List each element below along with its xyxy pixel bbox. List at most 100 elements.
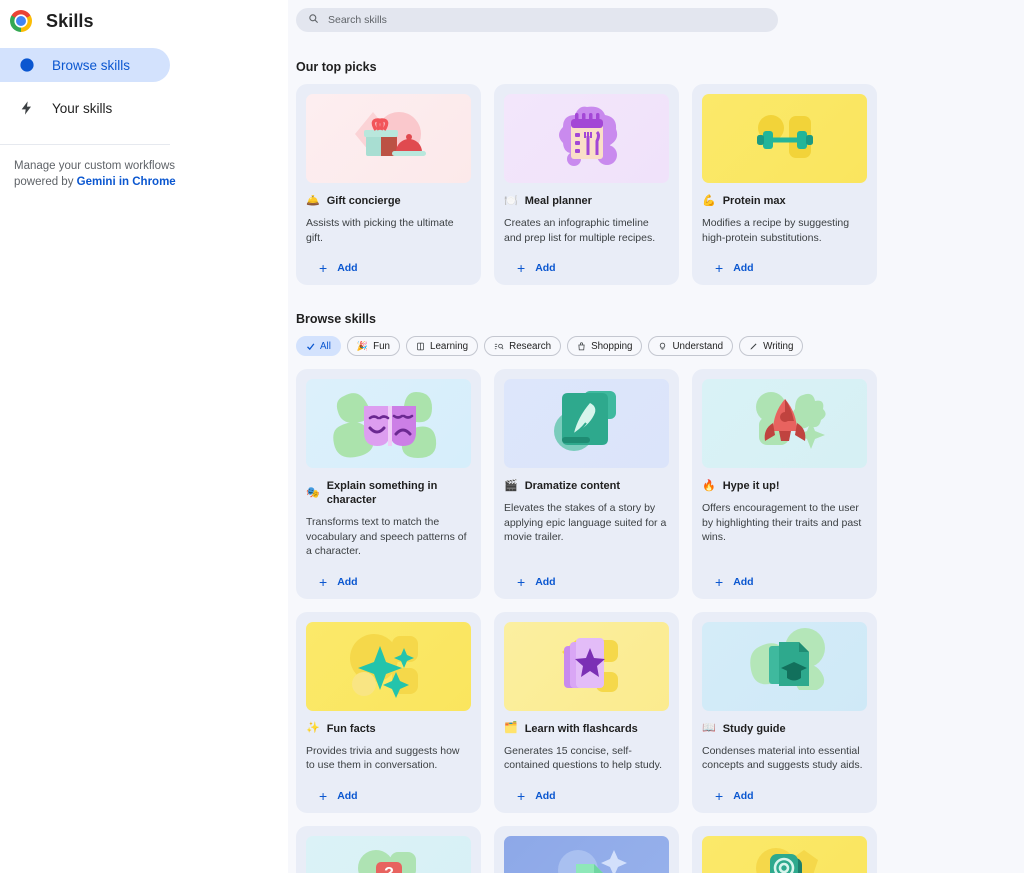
add-button[interactable]: + Add	[504, 261, 669, 275]
calendar-meal-illustration	[504, 94, 669, 183]
compass-icon	[18, 56, 36, 74]
filter-chip-label: Understand	[672, 340, 724, 352]
sidebar-item-label: Your skills	[52, 100, 113, 116]
bolt-icon	[18, 99, 36, 117]
search-wrap: Search skills	[288, 0, 1024, 32]
filter-chip-fun[interactable]: 🎉 Fun	[346, 336, 400, 356]
footer-line-1: Manage your custom workflows	[14, 160, 176, 172]
browse-skills-grid-row-3: ?	[296, 825, 1024, 873]
skill-card-description: Condenses material into essential concep…	[702, 744, 863, 772]
skill-card[interactable]	[692, 825, 877, 873]
filter-chip-research[interactable]: Research	[484, 336, 562, 356]
filter-chips: All 🎉 Fun Learning Research	[296, 336, 1024, 356]
skill-card[interactable]: ✨ Fun facts Provides trivia and suggests…	[296, 611, 481, 813]
skill-title-text: Explain something in character	[326, 480, 438, 506]
scan-illustration	[702, 835, 867, 873]
gemini-in-chrome-link[interactable]: Gemini in Chrome	[76, 176, 176, 188]
skill-card[interactable]: 🗂️ Learn with flashcards Generates 15 co…	[494, 611, 679, 813]
skill-card-description: Elevates the stakes of a story by applyi…	[504, 502, 667, 543]
add-button[interactable]: + Add	[306, 261, 471, 275]
sidebar-footer: Manage your custom workflows powered by …	[0, 145, 288, 190]
skill-title-text: Meal planner	[524, 195, 592, 207]
skill-card[interactable]: 🛎️ Gift concierge Assists with picking t…	[296, 84, 481, 285]
skill-card[interactable]: ?	[296, 825, 481, 873]
sparkles-icon: ✨	[306, 722, 320, 734]
add-button-label: Add	[535, 575, 556, 588]
plus-icon: +	[319, 573, 328, 590]
add-button-label: Add	[337, 789, 358, 802]
skill-card-title: 🗂️ Learn with flashcards	[504, 722, 669, 736]
food-cover-icon: 🛎️	[306, 194, 320, 207]
card-index-icon: 🗂️	[504, 722, 518, 734]
fire-icon: 🔥	[702, 479, 716, 492]
skill-card[interactable]: 📖 Study guide Condenses material into es…	[692, 611, 877, 813]
add-button-label: Add	[337, 262, 358, 274]
party-popper-icon: 🎉	[356, 340, 369, 351]
filter-chip-writing[interactable]: Writing	[739, 336, 804, 356]
doc-sparkle-illustration	[504, 835, 669, 873]
filter-chip-all[interactable]: All	[296, 336, 341, 356]
add-button-label: Add	[733, 262, 754, 274]
skill-title-text: Gift concierge	[326, 195, 401, 207]
add-button[interactable]: + Add	[306, 575, 471, 589]
skill-card-description: Provides trivia and suggests how to use …	[306, 744, 460, 772]
search-icon	[308, 11, 319, 29]
filter-chip-label: Research	[509, 340, 552, 352]
add-button-label: Add	[733, 575, 754, 588]
skill-card[interactable]	[494, 825, 679, 873]
skill-card[interactable]: 🎬 Dramatize content Elevates the stakes …	[494, 369, 679, 599]
skill-card[interactable]: 🎭 Explain something in character Transfo…	[296, 369, 481, 599]
filter-chip-shopping[interactable]: Shopping	[567, 336, 643, 356]
sidebar: Skills Browse skills Your skills	[0, 0, 288, 873]
skill-card-title: 🎬 Dramatize content	[504, 479, 669, 493]
add-button[interactable]: + Add	[702, 789, 867, 803]
skill-card-title: 🛎️ Gift concierge	[306, 194, 471, 208]
quiz-illustration: ?	[306, 835, 471, 873]
add-button[interactable]: + Add	[504, 575, 669, 589]
shopping-bag-icon	[577, 341, 586, 351]
search-input[interactable]: Search skills	[296, 8, 778, 32]
add-button[interactable]: + Add	[504, 789, 669, 803]
plus-icon: +	[715, 260, 724, 276]
plus-icon: +	[319, 260, 328, 276]
skill-card[interactable]: 🍽️ Meal planner Creates an infographic t…	[494, 84, 679, 285]
skill-title-text: Fun facts	[326, 722, 376, 735]
browse-skills-grid-row-2: ✨ Fun facts Provides trivia and suggests…	[296, 611, 1024, 813]
pen-icon	[749, 342, 758, 351]
add-button[interactable]: + Add	[702, 261, 867, 275]
book-icon	[416, 342, 425, 351]
add-button[interactable]: + Add	[702, 575, 867, 589]
sidebar-item-your-skills[interactable]: Your skills	[0, 91, 170, 125]
skill-title-text: Dramatize content	[524, 480, 621, 492]
plus-icon: +	[517, 787, 526, 804]
skill-card-title: 🎭 Explain something in character	[306, 479, 471, 507]
cutlery-icon: 🍽️	[504, 194, 518, 207]
page-title: Skills	[46, 10, 94, 31]
skill-card-description: Assists with picking the ultimate gift.	[306, 217, 454, 244]
gift-illustration	[306, 94, 471, 183]
skill-title-text: Study guide	[722, 722, 786, 735]
rocket-illustration	[702, 379, 867, 468]
skill-title-text: Hype it up!	[722, 480, 780, 492]
filter-chip-label: All	[320, 340, 331, 352]
filter-chip-learning[interactable]: Learning	[406, 336, 479, 356]
skill-card[interactable]: 💪 Protein max Modifies a recipe by sugge…	[692, 84, 877, 285]
skill-card-description: Generates 15 concise, self-contained que…	[504, 744, 662, 772]
skill-card-title: 🔥 Hype it up!	[702, 479, 867, 493]
filter-chip-label: Shopping	[591, 340, 633, 352]
skill-card-title: 📖 Study guide	[702, 722, 867, 736]
brand: Skills	[0, 0, 288, 42]
plus-icon: +	[715, 573, 724, 590]
chrome-logo-icon	[10, 10, 32, 32]
filter-chip-understand[interactable]: Understand	[648, 336, 734, 356]
skill-card-title: ✨ Fun facts	[306, 722, 471, 736]
skill-card-description: Transforms text to match the vocabulary …	[306, 516, 467, 557]
theater-masks-illustration	[306, 379, 471, 468]
research-icon	[494, 342, 504, 351]
graduation-doc-illustration	[702, 621, 867, 711]
add-button[interactable]: + Add	[306, 789, 471, 803]
sparkles-illustration	[306, 621, 471, 711]
skill-card[interactable]: 🔥 Hype it up! Offers encouragement to th…	[692, 369, 877, 599]
quill-illustration	[504, 379, 669, 468]
sidebar-item-browse-skills[interactable]: Browse skills	[0, 48, 170, 82]
